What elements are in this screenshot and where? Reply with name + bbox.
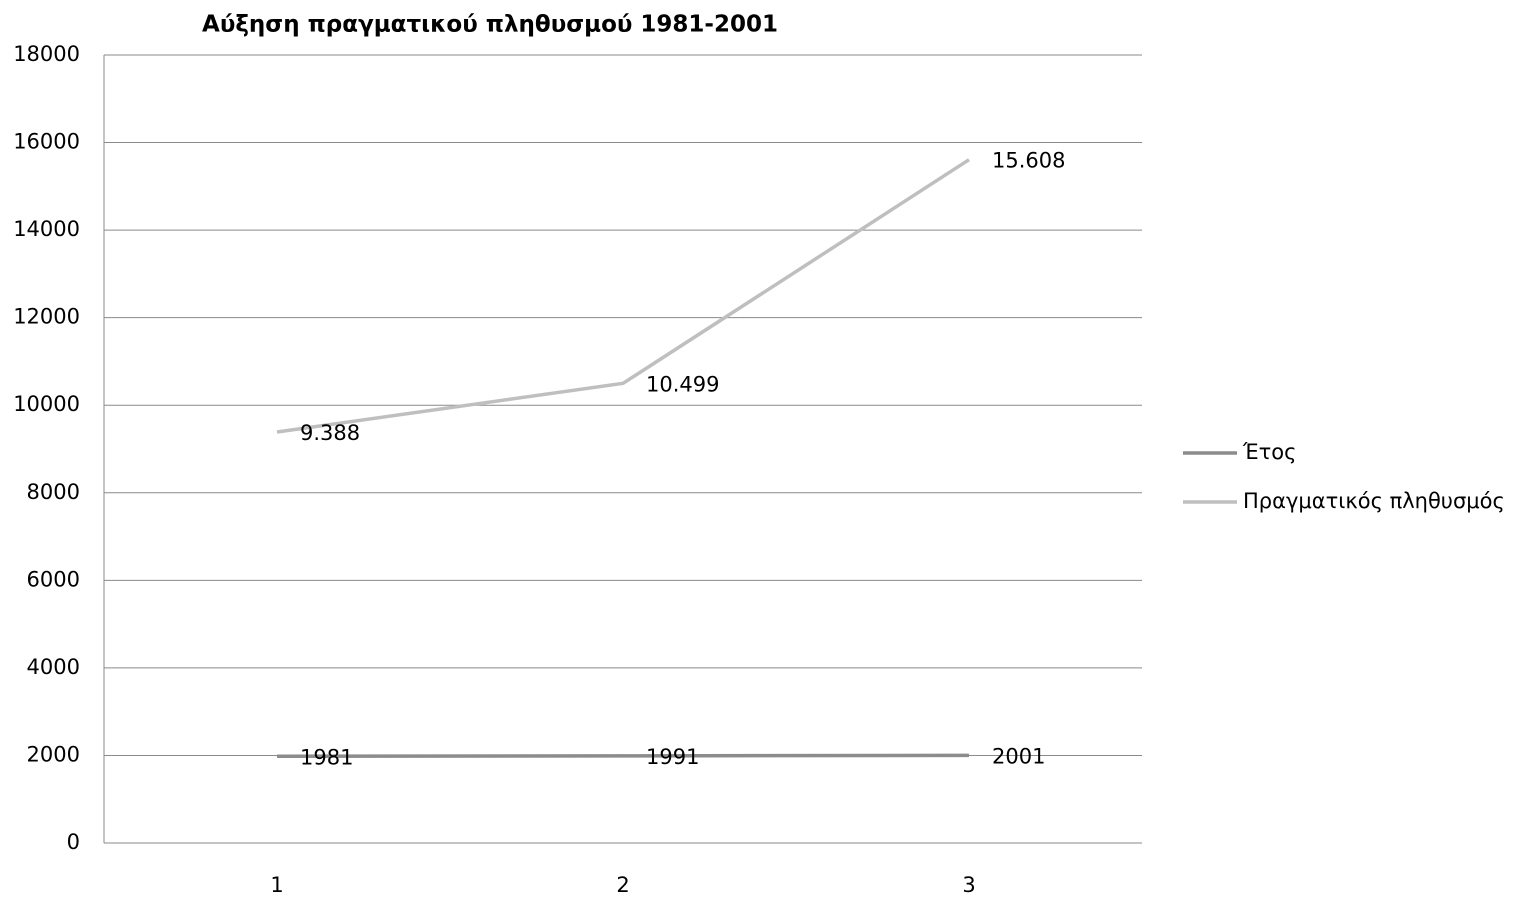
x-tick-label: 3 (962, 873, 975, 897)
data-label: 1991 (646, 745, 699, 769)
y-tick-label: 18000 (13, 42, 80, 66)
y-tick-label: 16000 (13, 130, 80, 154)
legend-label: Έτος (1242, 440, 1296, 464)
y-tick-label: 8000 (27, 480, 80, 504)
legend-label: Πραγματικός πληθυσμός (1243, 489, 1505, 513)
data-label: 10.499 (646, 372, 719, 396)
data-label: 2001 (992, 744, 1045, 768)
data-label: 1981 (300, 745, 353, 769)
chart-title: Αύξηση πραγματικού πληθυσμού 1981-2001 (202, 12, 778, 38)
y-tick-label: 0 (67, 830, 80, 854)
series-line (276, 158, 970, 434)
x-tick-label: 2 (616, 873, 629, 897)
y-tick-label: 6000 (27, 567, 80, 591)
x-tick-label: 1 (270, 873, 283, 897)
data-label: 15.608 (992, 149, 1065, 173)
y-tick-label: 4000 (27, 655, 80, 679)
y-tick-label: 14000 (13, 217, 80, 241)
data-label: 9.388 (300, 421, 360, 445)
series-line (276, 753, 970, 759)
y-tick-label: 12000 (13, 305, 80, 329)
y-tick-label: 10000 (13, 392, 80, 416)
y-tick-label: 2000 (27, 742, 80, 766)
